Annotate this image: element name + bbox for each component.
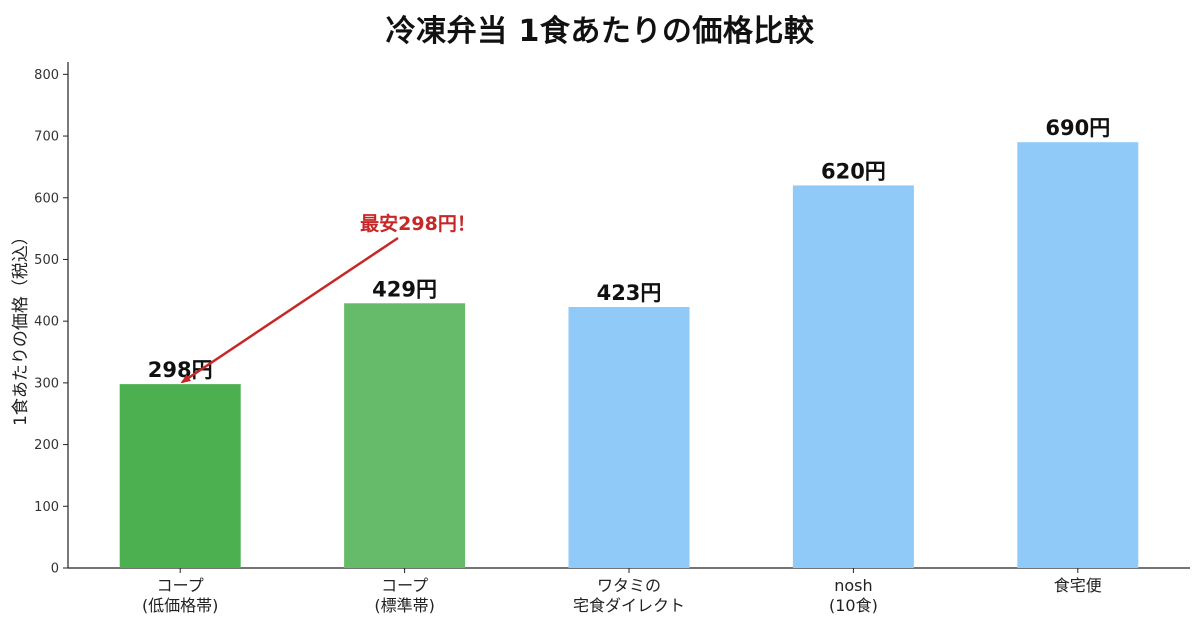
x-tick-label: コープ	[157, 576, 204, 595]
chart-title: 冷凍弁当 1食あたりの価格比較	[385, 14, 815, 49]
x-tick-label: 宅食ダイレクト	[573, 596, 685, 615]
bar-value-label: 298円	[148, 358, 213, 382]
y-tick-label: 600	[34, 191, 59, 206]
bar	[1017, 142, 1139, 568]
y-tick-label: 0	[51, 562, 59, 577]
y-tick-label: 800	[34, 68, 59, 83]
bar-value-label: 429円	[372, 277, 437, 301]
x-tick-label: コープ	[381, 576, 428, 595]
y-tick-label: 300	[34, 376, 59, 391]
bar	[119, 384, 241, 568]
y-tick-label: 100	[34, 500, 59, 515]
x-tick-label: (標準帯)	[374, 596, 435, 615]
x-tick-label: (10食)	[829, 596, 878, 615]
x-tick-label: (低価格帯)	[142, 596, 219, 615]
x-tick-label: ワタミの	[597, 576, 661, 595]
bar-value-label: 423円	[597, 281, 662, 305]
bar	[344, 303, 466, 568]
bar-value-label: 690円	[1045, 116, 1110, 140]
y-tick-label: 700	[34, 130, 59, 145]
bar	[568, 306, 690, 568]
y-axis-label: 1食あたりの価格（税込）	[11, 228, 31, 426]
x-tick-label: nosh	[834, 576, 872, 595]
bar	[792, 185, 914, 569]
y-tick-label: 500	[34, 253, 59, 268]
bar-value-label: 620円	[821, 159, 886, 183]
y-tick-label: 200	[34, 438, 59, 453]
annotation-arrow	[180, 236, 399, 384]
x-tick-label: 食宅便	[1054, 576, 1102, 595]
annotation-label: 最安298円！	[360, 212, 476, 235]
y-tick-label: 400	[34, 315, 59, 330]
